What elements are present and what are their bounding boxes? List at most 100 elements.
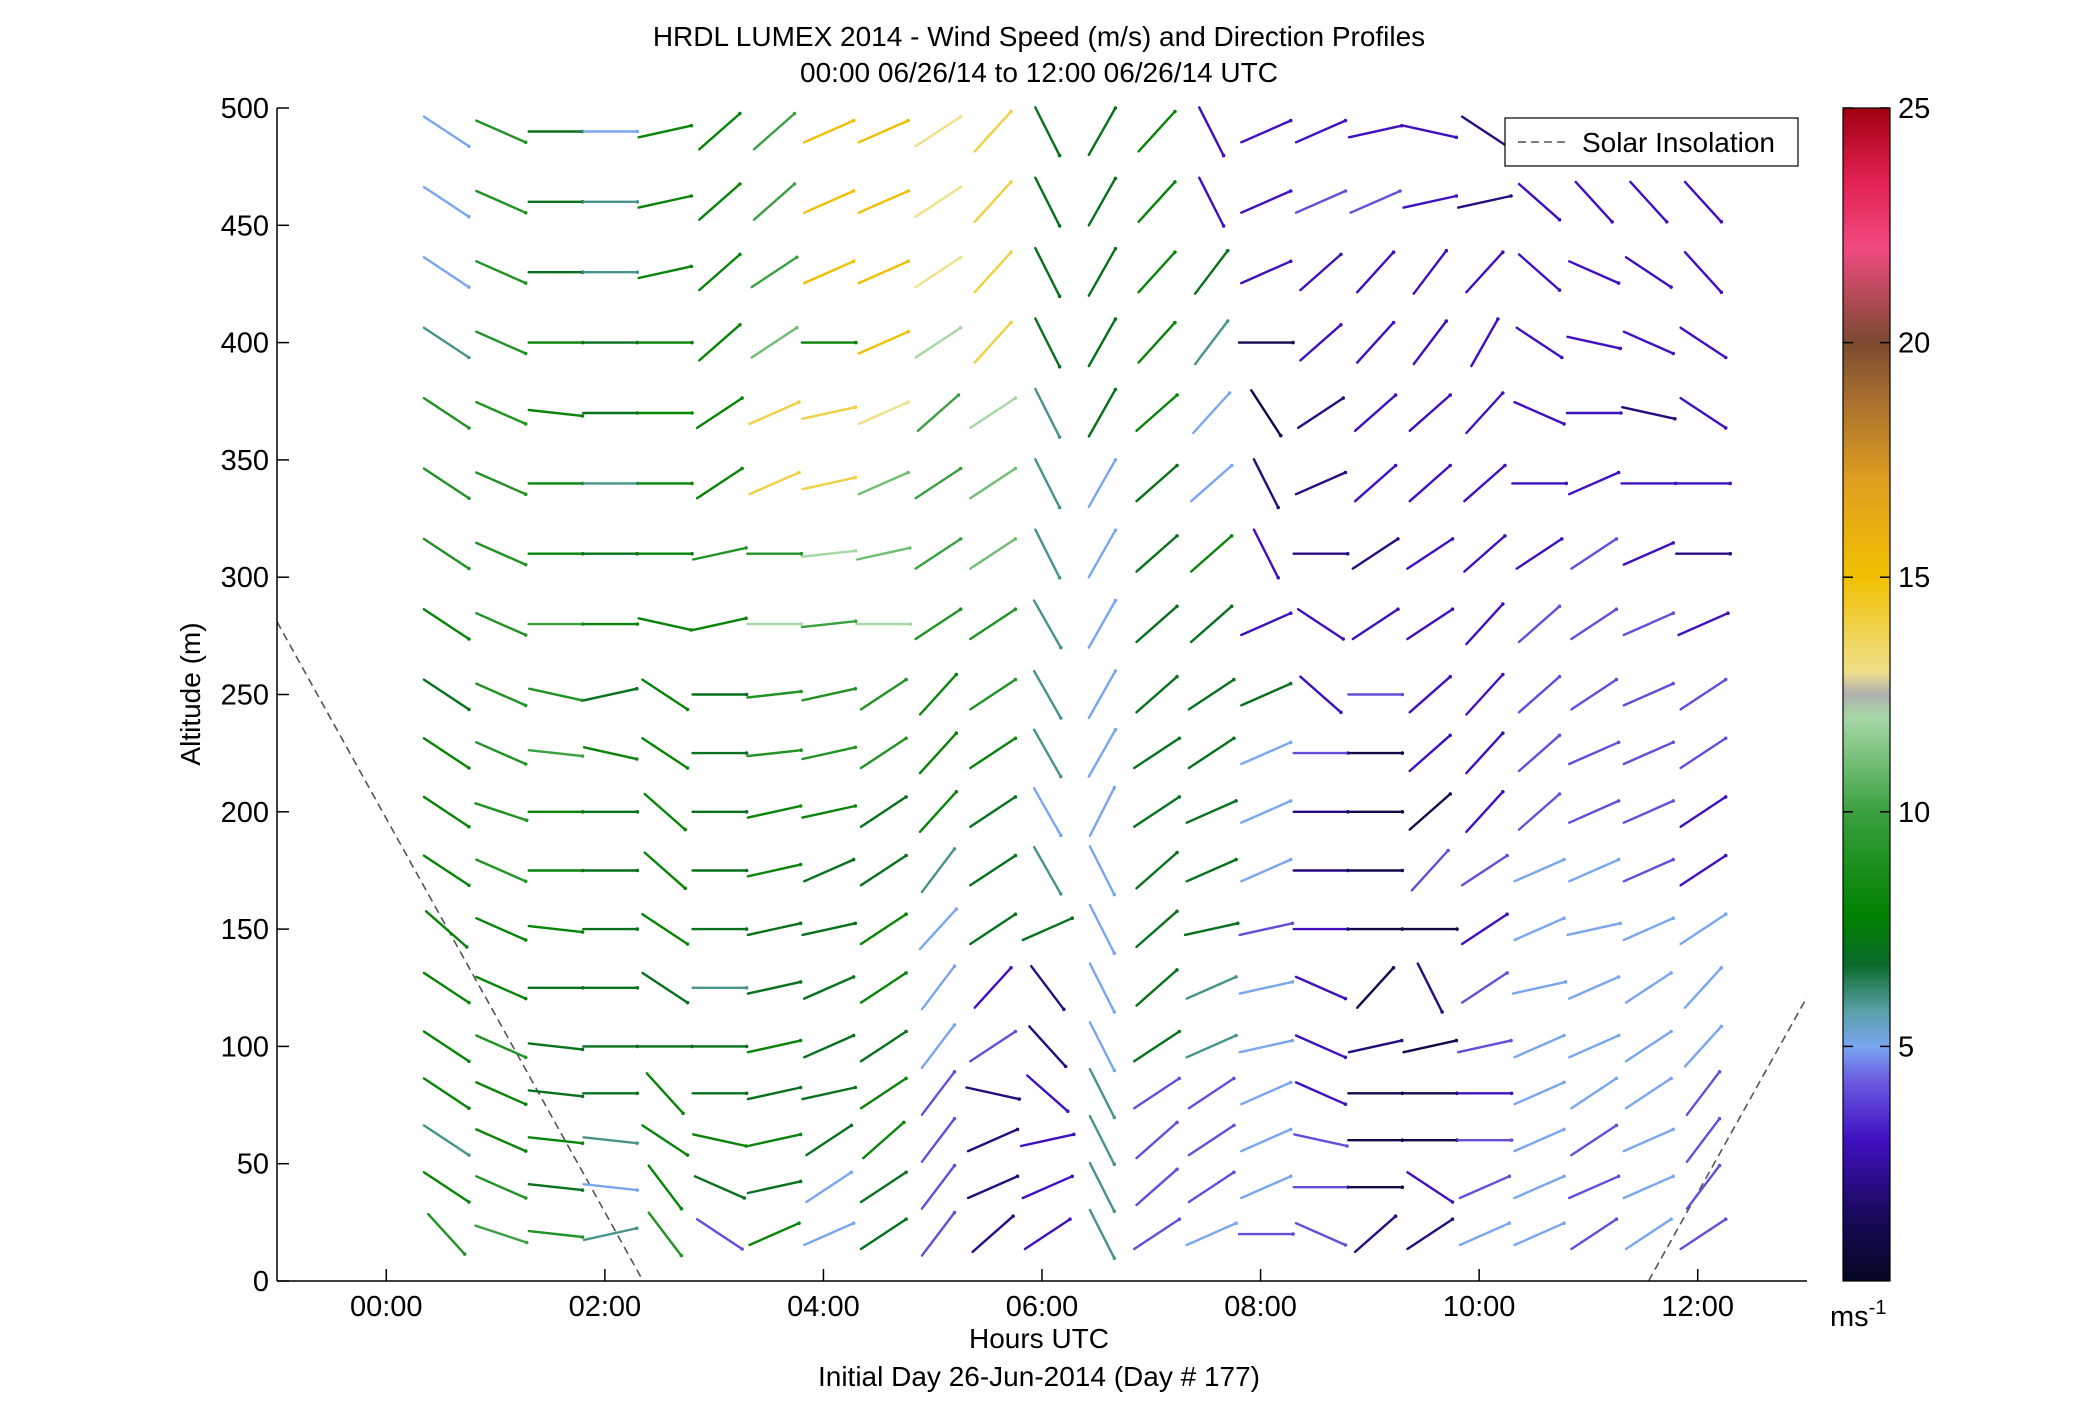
wind-barb-tip	[1229, 604, 1234, 609]
wind-barb	[1296, 608, 1345, 641]
wind-barb	[1622, 1128, 1675, 1153]
wind-barb	[801, 804, 857, 819]
wind-barb	[1517, 605, 1561, 644]
wind-barb	[859, 1217, 908, 1251]
wind-barb-tip	[1343, 470, 1348, 475]
wind-barbs-layer	[422, 106, 1732, 1260]
wind-barb	[857, 330, 910, 355]
wind-barb-tip	[1501, 250, 1505, 254]
wind-barb-tip	[635, 270, 640, 275]
wind-barb-tip	[798, 1085, 803, 1090]
wind-barb	[859, 678, 908, 711]
wind-barb-tip	[524, 1240, 529, 1245]
wind-barb	[966, 1175, 1019, 1200]
x-tick-label: 10:00	[1443, 1291, 1516, 1323]
wind-barb-tip	[635, 927, 640, 931]
wind-barb	[475, 400, 527, 426]
wind-barb-tip	[1343, 1102, 1348, 1106]
wind-barb-tip	[1341, 396, 1345, 400]
wind-barb-tip	[1278, 433, 1283, 438]
wind-barb-tip	[1288, 1127, 1293, 1132]
y-tick-label: 150	[221, 914, 269, 946]
wind-barb-tip	[523, 281, 528, 285]
wind-barb-tip	[853, 686, 858, 691]
wind-barb-tip	[1614, 537, 1619, 541]
wind-barb-tip	[904, 677, 908, 682]
wind-barb-tip	[1728, 551, 1732, 556]
wind-barb	[750, 256, 798, 289]
wind-barb	[1135, 1121, 1179, 1160]
wind-barb	[1567, 260, 1620, 285]
wind-barb	[801, 1086, 857, 1101]
wind-barb	[695, 1217, 744, 1251]
wind-barb-tip	[634, 686, 639, 691]
wind-barb	[1458, 1221, 1511, 1247]
wind-barb	[1294, 471, 1347, 496]
wind-barb	[1088, 786, 1116, 838]
wind-barb	[1189, 605, 1233, 644]
wind-barb-tip	[1448, 792, 1452, 796]
wind-barb	[1402, 1039, 1458, 1054]
wind-barb-tip	[1070, 916, 1074, 920]
wind-barb	[1677, 612, 1730, 637]
wind-barb-tip	[853, 1085, 858, 1090]
wind-barb-tip	[1671, 799, 1675, 803]
wind-barb	[1624, 971, 1673, 1004]
wind-barb-tip	[1719, 1024, 1724, 1029]
wind-barb	[527, 749, 584, 758]
wind-barb	[1513, 1175, 1566, 1200]
wind-barb-tip	[1610, 220, 1614, 224]
wind-barb	[422, 1077, 471, 1110]
wind-barb-tip	[1618, 921, 1623, 926]
wind-barb	[1567, 741, 1620, 766]
wind-barb	[1240, 119, 1292, 144]
wind-barb	[1622, 917, 1675, 942]
wind-barb-tip	[1719, 966, 1724, 970]
wind-barb	[1566, 922, 1622, 937]
wind-barb-tip	[1562, 1033, 1566, 1038]
wind-barb-tip	[1503, 463, 1507, 468]
wind-barb	[801, 922, 857, 937]
wind-barb-tip	[635, 986, 640, 990]
wind-barb	[1240, 799, 1292, 824]
wind-barb	[422, 737, 471, 770]
wind-barb-tip	[635, 200, 640, 204]
wind-barb	[1294, 1034, 1347, 1059]
wind-barb-tip	[1288, 857, 1293, 862]
wind-barb	[645, 1072, 685, 1115]
wind-barb-tip	[849, 1123, 854, 1128]
wind-barb-tip	[798, 1132, 803, 1137]
wind-barb-tip	[1507, 1221, 1512, 1225]
wind-barb-tip	[1009, 320, 1013, 325]
colorbar-tick-label: 5	[1898, 1031, 1914, 1063]
wind-barb	[1135, 605, 1179, 644]
wind-barb	[1465, 732, 1505, 775]
wind-barb	[698, 253, 742, 292]
wind-barb-tip	[634, 757, 639, 761]
wind-barb-tip	[851, 857, 856, 862]
wind-barb	[1679, 396, 1727, 430]
wind-barb-tip	[1501, 731, 1505, 735]
wind-barb-tip	[1291, 1232, 1295, 1236]
wind-barb	[1187, 737, 1236, 770]
wind-barb-tip	[740, 396, 744, 400]
wind-barb-tip	[744, 868, 749, 873]
wind-barb-tip	[744, 616, 748, 621]
wind-barb-tip	[1393, 1214, 1398, 1218]
wind-barb-tip	[580, 1047, 585, 1052]
wind-barb-tip	[1175, 1167, 1179, 1172]
wind-barb-tip	[742, 1196, 747, 1200]
wind-barb-tip	[952, 1163, 957, 1168]
wind-barb-tip	[744, 692, 749, 697]
wind-barb-tip	[958, 114, 963, 119]
colorbar-tick-label: 20	[1898, 328, 1930, 360]
wind-barb-tip	[1450, 1217, 1455, 1221]
wind-barb-tip	[795, 325, 799, 330]
wind-barb	[422, 608, 471, 641]
wind-barb-tip	[467, 144, 471, 149]
wind-barb-tip	[954, 672, 959, 677]
wind-barb	[1185, 1034, 1238, 1059]
wind-barb-tip	[1671, 916, 1675, 920]
wind-barb-tip	[904, 971, 908, 975]
wind-barb	[422, 326, 471, 359]
